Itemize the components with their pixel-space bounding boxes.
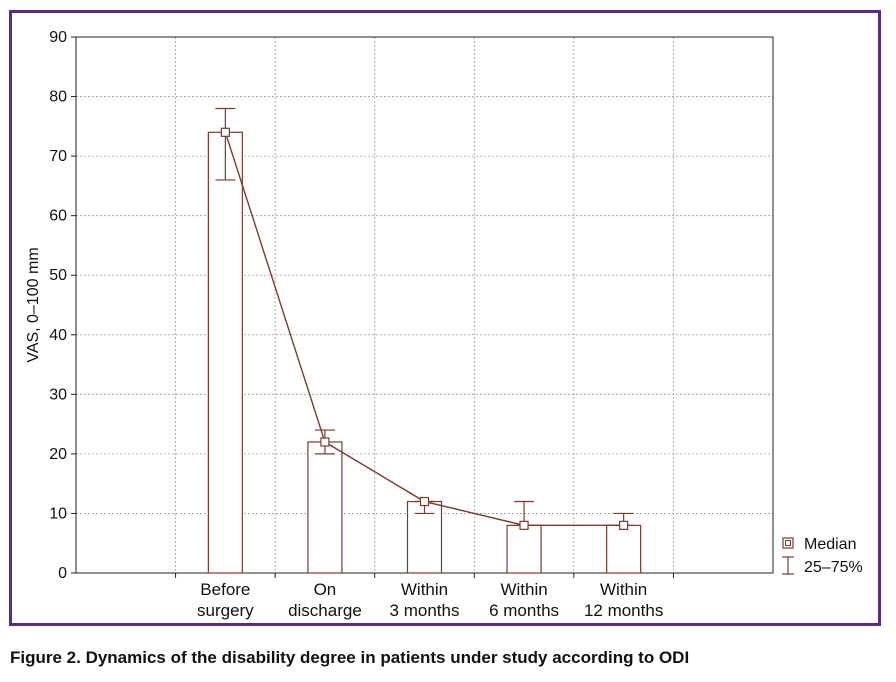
- median-marker: [519, 520, 529, 530]
- y-tick-label: 0: [58, 565, 67, 582]
- x-category-label: Within: [500, 580, 547, 599]
- y-tick-label: 70: [49, 148, 67, 165]
- y-tick-label: 30: [49, 386, 67, 403]
- x-category-label: Before: [200, 580, 250, 599]
- y-tick-label: 90: [49, 29, 67, 46]
- x-category-label: Within: [401, 580, 448, 599]
- legend-label-median: Median: [804, 536, 856, 553]
- figure-caption: Figure 2. Dynamics of the disability deg…: [10, 648, 690, 667]
- median-marker: [320, 437, 330, 447]
- y-tick-label: 50: [49, 267, 67, 284]
- y-tick-label: 10: [49, 505, 67, 522]
- y-tick-label: 60: [49, 208, 67, 225]
- y-tick-label: 40: [49, 327, 67, 344]
- legend-median-marker-inner: [785, 540, 791, 546]
- median-marker: [419, 496, 430, 507]
- x-category-label: Within: [600, 580, 647, 599]
- y-axis-title: VAS, 0–100 mm: [25, 247, 42, 362]
- x-category-label: 6 months: [489, 601, 559, 620]
- median-marker: [220, 127, 230, 137]
- bar: [207, 131, 243, 574]
- x-category-label: discharge: [288, 601, 362, 620]
- legend-label-range: 25–75%: [804, 559, 863, 576]
- legend-median-marker: [782, 537, 794, 549]
- chart: 0 10 20 30 40 50 60 70 80 90 VAS, 0–100 mm Before su…: [25, 29, 863, 620]
- bar: [506, 524, 542, 574]
- median-marker: [619, 520, 629, 530]
- bar: [606, 524, 642, 574]
- x-category-label: 12 months: [584, 601, 663, 620]
- y-tick-label: 80: [49, 89, 67, 106]
- plot-area: [76, 37, 773, 573]
- x-category-label: surgery: [197, 601, 254, 620]
- x-category-label: On: [314, 580, 337, 599]
- bar: [307, 441, 343, 574]
- x-category-label: 3 months: [390, 601, 460, 620]
- y-tick-label: 20: [49, 446, 67, 463]
